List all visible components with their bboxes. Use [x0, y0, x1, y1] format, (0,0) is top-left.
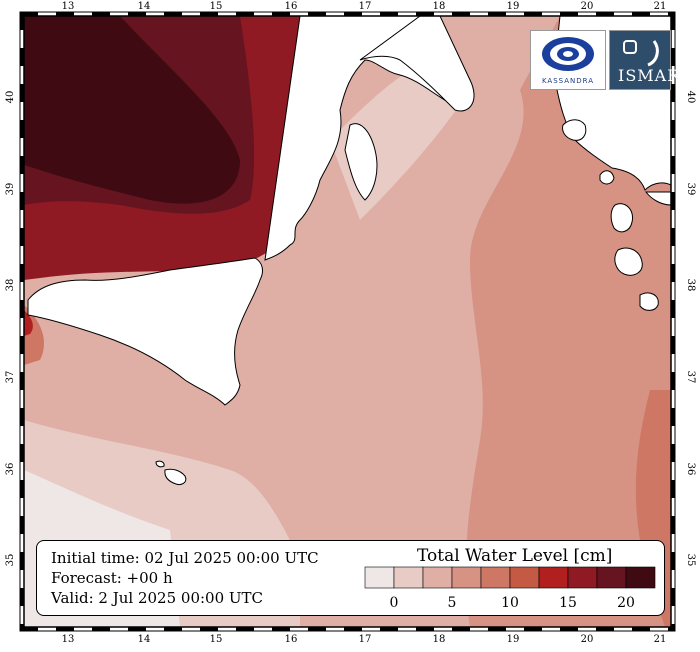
legend-swatch	[364, 566, 395, 589]
legend-swatch	[451, 566, 482, 589]
longitude-label: 21	[654, 1, 667, 12]
longitude-labels: 13 13 14 14 15 15 16 16 17 17 18 18 19 19 20 20 21 21	[62, 1, 667, 645]
legend-title: Total Water Level [cm]	[417, 546, 613, 566]
longitude-label: 21	[654, 634, 667, 645]
forecast-text: Forecast: +00 h	[51, 569, 173, 587]
legend-swatch	[625, 566, 656, 589]
latitude-label: 36	[5, 463, 16, 476]
legend-label: 10	[501, 595, 519, 611]
longitude-label: 20	[581, 1, 594, 12]
legend-swatch	[538, 566, 569, 589]
longitude-label: 15	[210, 1, 223, 12]
ismar-logo: ISMAR	[609, 30, 679, 90]
ismar-emblem-icon	[623, 40, 659, 67]
longitude-label: 17	[359, 1, 372, 12]
longitude-label: 16	[285, 634, 298, 645]
longitude-label: 15	[210, 634, 223, 645]
latitude-label: 37	[685, 371, 696, 384]
legend-swatch	[596, 566, 627, 589]
longitude-label: 17	[359, 634, 372, 645]
latitude-label: 39	[5, 183, 16, 196]
latitude-label: 40	[685, 91, 696, 104]
legend-swatch	[393, 566, 424, 589]
longitude-label: 14	[138, 634, 151, 645]
valid-time-text: Valid: 2 Jul 2025 00:00 UTC	[51, 589, 264, 607]
initial-time-text: Initial time: 02 Jul 2025 00:00 UTC	[51, 549, 319, 567]
longitude-label: 18	[433, 1, 446, 12]
legend-label: 15	[559, 595, 577, 611]
frame-tick-pattern	[20, 12, 675, 631]
kassandra-text: KASSANDRA	[541, 77, 595, 85]
legend-swatch	[509, 566, 540, 589]
latitude-label: 40	[5, 91, 16, 104]
legend-swatch	[567, 566, 598, 589]
longitude-label: 13	[62, 1, 75, 12]
kassandra-emblem-icon	[542, 37, 594, 71]
info-legend-box: Initial time: 02 Jul 2025 00:00 UTC Fore…	[36, 540, 665, 616]
longitude-label: 19	[507, 1, 520, 12]
latitude-label: 38	[685, 279, 696, 292]
longitude-label: 18	[433, 634, 446, 645]
longitude-label: 13	[62, 634, 75, 645]
legend-swatch	[480, 566, 511, 589]
latitude-label: 39	[685, 183, 696, 196]
legend-swatch	[422, 566, 453, 589]
longitude-label: 20	[581, 634, 594, 645]
latitude-label: 38	[5, 279, 16, 292]
legend-label: 0	[390, 595, 399, 611]
kassandra-logo: KASSANDRA	[530, 30, 606, 90]
sea-field	[24, 16, 671, 627]
longitude-label: 14	[138, 1, 151, 12]
latitude-labels: 35 35 36 36 37 37 38 38 39 39 40 40	[5, 91, 696, 567]
longitude-label: 16	[285, 1, 298, 12]
legend-label: 5	[448, 595, 457, 611]
latitude-label: 37	[5, 371, 16, 384]
ismar-text: ISMAR	[618, 66, 681, 85]
color-legend: 0 5 10 15 20	[364, 566, 656, 611]
legend-label: 20	[617, 595, 635, 611]
latitude-label: 36	[685, 463, 696, 476]
longitude-label: 19	[507, 634, 520, 645]
latitude-label: 35	[685, 554, 696, 567]
latitude-label: 35	[5, 554, 16, 567]
